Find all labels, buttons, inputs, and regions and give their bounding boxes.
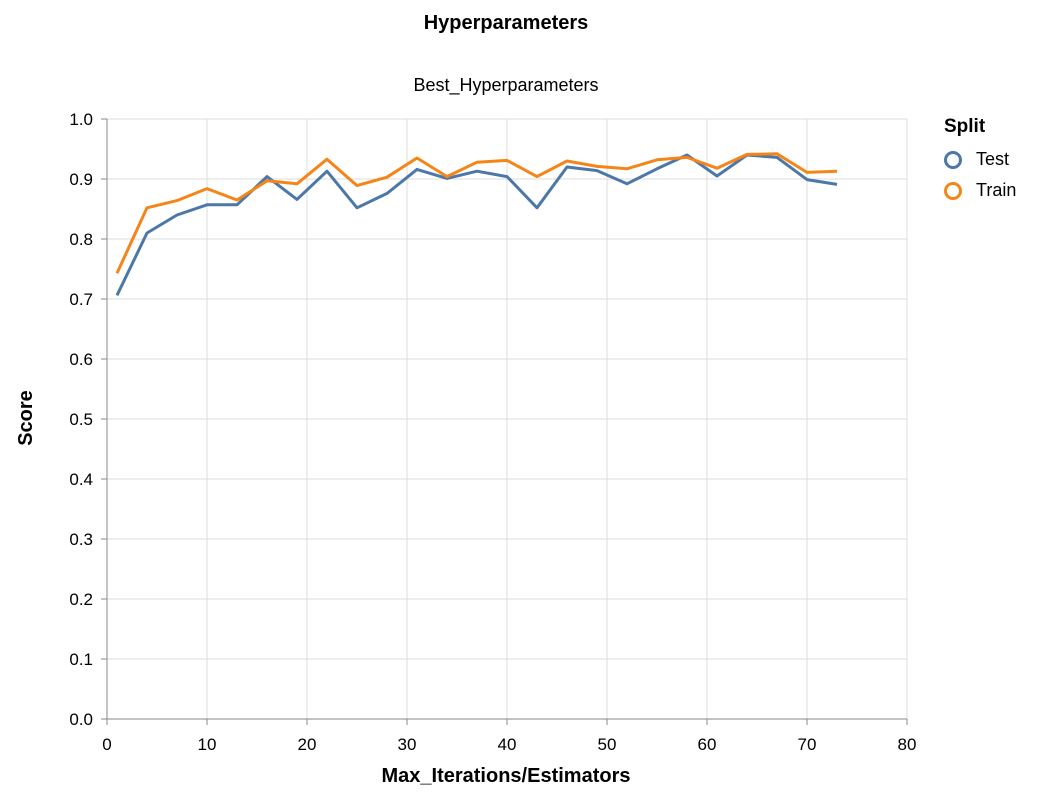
legend-item-train: Train [944, 175, 1016, 206]
x-tick-label: 80 [898, 735, 917, 754]
y-tick-label: 0.2 [69, 590, 93, 609]
legend-swatch-train [944, 181, 962, 200]
x-axis-label: Max_Iterations/Estimators [382, 765, 631, 787]
chart-title: Hyperparameters [424, 12, 589, 34]
y-tick-label: 0.6 [69, 350, 93, 369]
legend-title: Split [944, 116, 986, 137]
x-tick-label: 50 [598, 735, 617, 754]
y-tick-label: 0.7 [69, 290, 93, 309]
y-axis-label: Score [15, 390, 37, 446]
y-tick-label: 1.0 [69, 110, 93, 129]
y-tick-label: 0.3 [69, 530, 93, 549]
y-tick-label: 0.1 [69, 650, 93, 669]
y-tick-label: 0.9 [69, 170, 93, 189]
x-tick-label: 10 [198, 735, 217, 754]
legend: Split Test Train [944, 116, 1016, 206]
x-tick-label: 0 [102, 735, 111, 754]
x-tick-label: 30 [398, 735, 417, 754]
y-tick-label: 0.4 [69, 470, 93, 489]
grid [106, 118, 908, 720]
series-line-test [115, 153, 838, 297]
x-tick-label: 40 [498, 735, 517, 754]
x-tick-label: 70 [798, 735, 817, 754]
legend-swatch-test [944, 150, 962, 169]
axes: 0.0 0.1 0.2 0.3 0.4 0.5 0.6 0.7 0.8 0.9 1.0 0 10 20 30… [69, 110, 916, 754]
x-tick-label: 60 [698, 735, 717, 754]
series-layer [115, 152, 838, 297]
chart-subtitle: Best_Hyperparameters [413, 75, 598, 96]
legend-item-test: Test [944, 144, 1016, 175]
x-tick-label: 20 [298, 735, 317, 754]
y-tick-label: 0.5 [69, 410, 93, 429]
y-tick-label: 0.0 [69, 710, 93, 729]
y-tick-label: 0.8 [69, 230, 93, 249]
legend-label-test: Test [976, 149, 1010, 169]
legend-label-train: Train [976, 180, 1017, 200]
series-line-train [115, 152, 838, 274]
